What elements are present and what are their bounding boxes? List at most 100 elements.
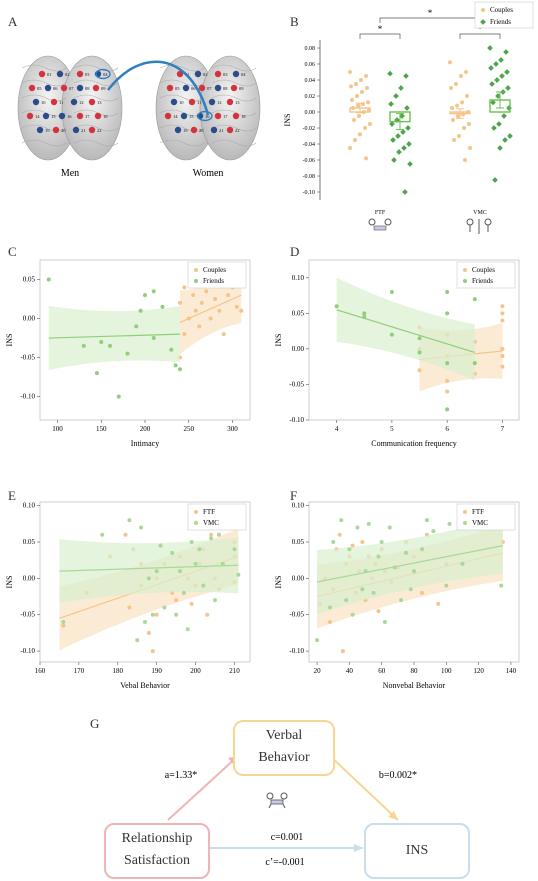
channel-node <box>190 126 198 134</box>
y-axis-label: INS <box>274 334 283 347</box>
channel-label: 09 <box>239 86 244 91</box>
data-point <box>407 161 413 167</box>
x-axis-label: Nonvebal Behavior <box>383 681 446 690</box>
verbal-behavior-box: Verbal Behavior <box>233 720 335 776</box>
legend-marker <box>481 8 485 12</box>
data-point <box>213 297 217 302</box>
data-point <box>61 620 66 624</box>
channel-label: 12 <box>79 100 84 105</box>
legend-label: Friends <box>490 18 511 26</box>
chart-b: 0.08 0.06 0.04 0.02 0.00 -0.02 -0.04 -0.06 -0.08… <box>283 1 534 234</box>
legend-label: VMC <box>472 519 488 527</box>
data-point <box>444 583 449 588</box>
y-tick-label: -0.05 <box>289 380 304 388</box>
channel-label: 16 <box>67 114 72 119</box>
y-tick-label: -0.05 <box>289 611 304 619</box>
data-point <box>169 347 174 352</box>
data-point <box>158 543 163 548</box>
channel-label: 04 <box>241 72 246 77</box>
data-point <box>146 630 151 635</box>
channel-node <box>176 70 184 78</box>
y-tick-label: 0.05 <box>292 538 305 546</box>
channel-label: 08 <box>223 86 228 91</box>
brain-gyrus <box>211 139 257 147</box>
data-point <box>143 620 147 624</box>
data-point <box>491 125 497 131</box>
channel-label: 13 <box>235 100 240 105</box>
x-tick-label: 100 <box>441 667 452 675</box>
data-point <box>363 569 368 574</box>
data-point <box>360 587 365 592</box>
channel-label: 20 <box>199 128 204 133</box>
channel-node <box>26 112 34 120</box>
channel-node <box>72 126 80 134</box>
icon-head <box>384 218 392 226</box>
data-point <box>154 569 159 574</box>
data-point <box>472 297 477 302</box>
b-coefficient: b=0.002* <box>379 770 417 781</box>
data-point <box>347 547 352 552</box>
data-point <box>460 561 465 566</box>
data-point <box>352 118 356 122</box>
data-point <box>208 316 213 321</box>
channel-label: 14 <box>173 114 178 119</box>
ins-box-label: INS <box>405 843 429 858</box>
data-point <box>500 318 505 323</box>
channel-node <box>60 84 68 92</box>
data-point <box>173 363 178 368</box>
x-axis-label: Intimacy <box>131 439 159 448</box>
channel-label: 07 <box>207 86 212 91</box>
data-point <box>396 149 402 155</box>
legend-marker <box>463 510 467 514</box>
data-point <box>226 293 231 298</box>
y-tick-label: 0.00 <box>292 345 305 353</box>
data-point <box>448 60 452 65</box>
data-point <box>344 598 349 603</box>
data-point <box>362 311 367 316</box>
brain-gyrus <box>159 64 205 72</box>
data-point <box>404 105 410 111</box>
data-point <box>361 102 365 106</box>
data-point <box>355 525 360 530</box>
data-point <box>185 627 190 632</box>
y-tick-label: 0.05 <box>292 309 305 317</box>
significance-star: * <box>428 8 433 18</box>
channel-node <box>88 98 96 106</box>
channel-label: 06 <box>53 86 58 91</box>
y-axis-label: INS <box>5 334 14 347</box>
data-point <box>123 532 128 537</box>
data-point <box>465 94 469 98</box>
channel-node <box>166 84 174 92</box>
data-point <box>387 525 392 530</box>
legend-marker <box>194 279 198 283</box>
data-point <box>216 532 221 537</box>
x-tick-label: 4 <box>335 425 339 433</box>
data-point <box>500 304 505 309</box>
panel-letter-c: C <box>8 244 17 259</box>
data-point <box>234 304 239 309</box>
data-point <box>359 78 363 82</box>
data-point <box>388 101 394 107</box>
data-point <box>355 94 359 98</box>
data-point <box>382 620 387 624</box>
data-point <box>406 141 412 147</box>
channel-node <box>214 70 222 78</box>
channel-node <box>58 112 66 120</box>
channel-node <box>42 112 50 120</box>
panel-letter-a: A <box>8 14 18 29</box>
regression-line <box>336 309 475 354</box>
y-tick-label: -0.06 <box>303 158 316 164</box>
face-to-face-icon <box>368 218 392 231</box>
data-point <box>395 133 401 139</box>
data-point <box>178 569 182 574</box>
channel-node <box>92 84 100 92</box>
data-point <box>445 407 450 412</box>
channel-node <box>226 126 234 134</box>
data-point <box>403 550 408 555</box>
data-point <box>363 126 367 130</box>
chart-c: 100 150 200 250 300 0.05 0.00 -0.05 -0.10 Intimac… <box>5 259 251 448</box>
data-point <box>490 99 496 106</box>
channel-label: 05 <box>37 86 42 91</box>
